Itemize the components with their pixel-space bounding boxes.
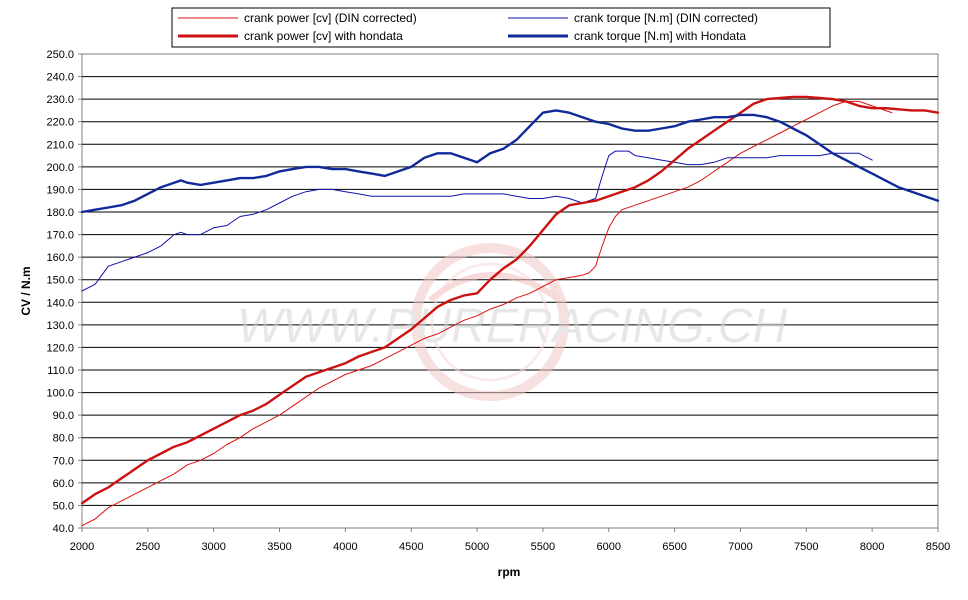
x-tick-label: 8000	[860, 541, 884, 553]
y-tick-label: 60.0	[53, 478, 74, 490]
x-tick-label: 7500	[794, 541, 818, 553]
legend-label-power-din: crank power [cv] (DIN corrected)	[244, 11, 417, 25]
y-tick-label: 130.0	[46, 320, 74, 332]
x-tick-label: 5000	[465, 541, 489, 553]
legend-label-power-hondata: crank power [cv] with hondata	[244, 29, 403, 43]
legend: crank power [cv] (DIN corrected) crank t…	[171, 7, 831, 48]
y-tick-label: 140.0	[46, 297, 74, 309]
y-tick-label: 200.0	[46, 162, 74, 174]
x-tick-label: 7000	[728, 541, 752, 553]
y-tick-label: 180.0	[46, 207, 74, 219]
plot-area	[81, 53, 939, 529]
y-tick-label: 90.0	[53, 410, 74, 422]
series-power-din-line	[81, 100, 893, 527]
watermark-text: WWW.PURERACING.CH	[237, 300, 788, 353]
x-tick-label: 3500	[267, 541, 291, 553]
x-tick-label: 8500	[926, 541, 950, 553]
y-tick-label: 160.0	[46, 252, 74, 264]
y-tick-label: 210.0	[46, 139, 74, 151]
y-tick-label: 80.0	[53, 433, 74, 445]
y-tick-label: 220.0	[46, 117, 74, 129]
legend-box	[171, 7, 831, 48]
x-tick-label: 6000	[597, 541, 621, 553]
y-tick-label: 230.0	[46, 94, 74, 106]
x-axis-title: rpm	[498, 565, 521, 579]
y-tick-label: 240.0	[46, 72, 74, 84]
watermark: WWW.PURERACING.CH	[237, 243, 788, 401]
y-tick-label: 190.0	[46, 184, 74, 196]
x-tick-label: 4500	[399, 541, 423, 553]
legend-label-torque-din: crank torque [N.m] (DIN corrected)	[574, 11, 758, 25]
y-tick-label: 170.0	[46, 230, 74, 242]
y-tick-label: 150.0	[46, 275, 74, 287]
x-tick-label: 4000	[333, 541, 357, 553]
legend-label-torque-hondata: crank torque [N.m] with Hondata	[574, 29, 746, 43]
x-tick-label: 2000	[70, 541, 94, 553]
x-tick-label: 6500	[662, 541, 686, 553]
y-tick-label: 70.0	[53, 455, 74, 467]
x-tick-label: 5500	[531, 541, 555, 553]
y-tick-label: 100.0	[46, 388, 74, 400]
x-axis-ticks: 2000 2500 3000 3500 4000 4500 5000 5500 6000 6500…	[70, 528, 950, 553]
series-power-hondata-line	[80, 95, 940, 505]
series-torque-hondata-line	[80, 109, 940, 214]
series-torque-din-line	[81, 150, 873, 292]
y-tick-label: 40.0	[53, 523, 74, 535]
y-axis-ticks: 40.0 50.0 60.0 70.0 80.0 90.0 100.0 110.0 120.0 1…	[46, 49, 82, 535]
x-tick-label: 2500	[136, 541, 160, 553]
series-lines	[80, 95, 940, 527]
y-axis-title: CV / N.m	[19, 266, 33, 315]
y-tick-label: 50.0	[53, 500, 74, 512]
x-tick-label: 3000	[201, 541, 225, 553]
y-tick-label: 110.0	[47, 365, 74, 377]
y-tick-label: 120.0	[46, 342, 74, 354]
y-tick-label: 250.0	[46, 49, 74, 61]
